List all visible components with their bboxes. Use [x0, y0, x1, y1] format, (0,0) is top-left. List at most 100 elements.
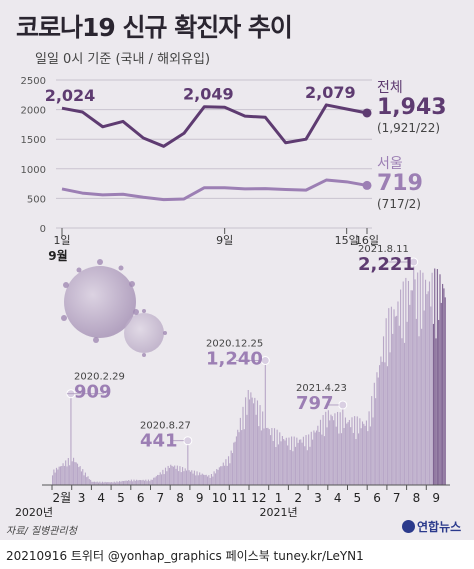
daily-bar	[350, 427, 352, 485]
x-tick-label: 4	[97, 491, 105, 505]
daily-bar	[67, 458, 69, 485]
daily-bar	[318, 431, 320, 485]
daily-bar	[326, 427, 328, 485]
daily-bar	[333, 420, 335, 485]
daily-bar	[62, 463, 64, 485]
daily-bar	[358, 433, 360, 485]
daily-bar	[444, 297, 446, 485]
x-tick-label: 3	[78, 491, 86, 505]
peak-value: 909	[74, 382, 112, 403]
daily-bar	[122, 481, 125, 485]
x-tick-label: 3	[314, 491, 322, 505]
daily-bar	[168, 467, 171, 485]
daily-bar	[235, 436, 237, 485]
daily-bar	[82, 469, 84, 485]
daily-bar	[247, 389, 249, 485]
daily-bar	[183, 471, 185, 485]
daily-bar	[115, 482, 117, 485]
series-endpoint	[362, 108, 372, 118]
daily-bar	[167, 465, 169, 485]
daily-bar	[195, 475, 197, 485]
daily-bar	[225, 459, 227, 485]
daily-bar	[407, 280, 410, 485]
daily-bar	[217, 469, 219, 485]
daily-bar	[226, 465, 228, 485]
daily-bar	[95, 482, 97, 485]
year-label: 2021년	[259, 506, 297, 519]
daily-bar	[338, 433, 340, 485]
daily-bar	[356, 416, 358, 485]
daily-bar	[133, 479, 135, 485]
daily-bar	[431, 272, 433, 485]
daily-bar	[221, 466, 223, 485]
x-tick-label: 1일	[53, 233, 70, 247]
daily-bar	[428, 281, 431, 485]
daily-bar	[288, 437, 290, 485]
daily-bar	[340, 433, 343, 485]
daily-bar	[331, 416, 333, 485]
daily-bar	[258, 426, 260, 485]
daily-bar	[322, 415, 324, 485]
footer-credit: 20210916 트위터 @yonhap_graphics 페이스북 tuney…	[6, 549, 364, 563]
daily-bar	[162, 469, 164, 485]
year-label: 2020년	[15, 506, 53, 519]
daily-bar	[97, 482, 100, 485]
daily-bar	[193, 470, 195, 485]
daily-bar	[434, 268, 436, 485]
x-tick-label: 10	[212, 491, 227, 505]
daily-bar	[208, 475, 210, 485]
daily-bar	[417, 272, 419, 485]
daily-bar	[379, 365, 381, 485]
daily-bar	[243, 429, 245, 485]
daily-bar	[371, 396, 373, 485]
x-tick-label: 1	[275, 491, 283, 505]
daily-bar	[402, 281, 404, 485]
daily-bar	[306, 450, 308, 485]
daily-bar	[354, 416, 356, 485]
chart-subtitle: 일일 0시 기준 (국내 / 해외유입)	[35, 52, 211, 67]
daily-bar	[229, 463, 231, 485]
daily-bar	[401, 338, 403, 485]
daily-bar	[83, 475, 85, 485]
daily-bar	[351, 417, 353, 485]
daily-bar	[393, 309, 395, 485]
daily-bar	[96, 481, 98, 485]
daily-bar	[256, 400, 258, 485]
daily-bar	[272, 441, 274, 485]
x-tick-label: 5	[117, 491, 125, 505]
y-tick-label: 2000	[21, 106, 46, 117]
daily-bar	[424, 279, 427, 485]
daily-bar	[182, 467, 184, 485]
daily-bar	[139, 480, 142, 485]
daily-bar	[254, 397, 256, 485]
daily-bar	[330, 414, 332, 485]
daily-bar	[347, 422, 349, 485]
daily-bar	[313, 430, 315, 485]
daily-bar	[280, 441, 282, 485]
daily-bar	[143, 480, 146, 485]
daily-bar	[266, 427, 268, 485]
x-tick-label: 4	[334, 491, 342, 505]
daily-bar	[108, 482, 110, 485]
y-tick-label: 0	[40, 224, 46, 235]
daily-bar	[187, 440, 189, 485]
daily-bar	[283, 439, 285, 485]
daily-bar	[315, 430, 318, 485]
daily-bar	[396, 315, 398, 485]
daily-bar	[214, 473, 216, 485]
daily-bar	[271, 428, 273, 485]
daily-bar	[220, 466, 222, 485]
x-tick-label: 9	[196, 491, 204, 505]
daily-bar	[319, 419, 322, 485]
daily-bar	[360, 428, 362, 485]
daily-bar	[438, 319, 440, 485]
daily-bar	[129, 481, 131, 485]
daily-bar	[411, 290, 413, 485]
daily-bar	[222, 462, 224, 485]
daily-bar	[184, 468, 186, 485]
daily-bar	[189, 471, 192, 485]
daily-bar	[142, 479, 144, 485]
